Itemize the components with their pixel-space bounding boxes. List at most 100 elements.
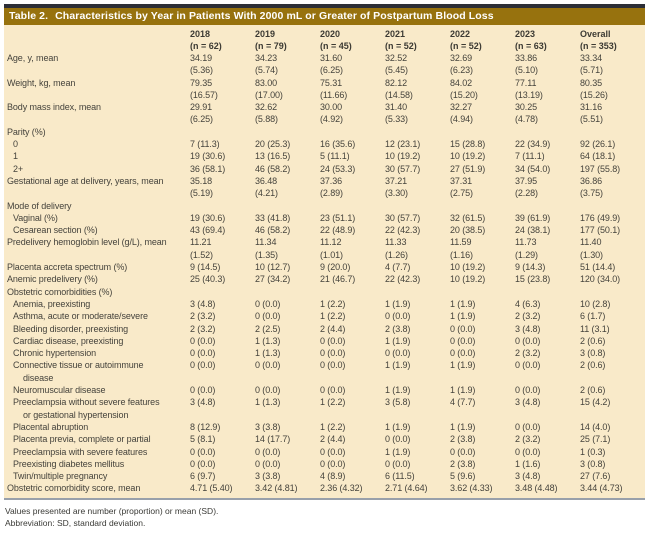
table-cell: 2 (3.8) [450,458,476,469]
table-cell: 6 (11.5) [385,471,415,482]
footnote-values: Values presented are number (proportion)… [5,505,219,516]
cell-line: 11.12 [320,237,342,248]
table-cell: 2 (3.2) [515,311,541,322]
cell-line: 11.21 [190,237,212,248]
table-cell: 3 (0.8) [580,458,606,469]
table-cell: 32 (61.5) [450,212,486,223]
table-cell: 2 (0.6) [580,360,606,371]
cell-line: (1.30) [580,249,603,260]
column-n: (n = 52) [450,40,482,51]
table-cell: 39 (61.9) [515,212,551,223]
column-year: 2019 [255,29,276,39]
cell-line: (1.52) [190,249,213,260]
table-title-bar: Table 2. Characteristics by Year in Patie… [4,8,645,25]
cell-line: 30.00 [320,102,343,113]
table-cell: 80.35 (15.26) [580,77,645,102]
cell-line: 11.40 [580,237,602,248]
cell-line: (15.26) [580,89,608,100]
table-cell: 36.86 (3.75) [580,175,645,200]
table-cell: 11.34 (1.35) [255,236,320,261]
cell-line: 37.21 [385,175,408,186]
column-n: (n = 45) [320,40,352,51]
table-cell: 11.33 (1.26) [385,236,450,261]
table-row: Predelivery hemoglobin level (g/L), mean… [4,236,645,261]
row-label-text: Mode of delivery [7,200,72,211]
table-cell: 2 (3.8) [450,434,476,445]
row-label-text: 1 [13,151,18,162]
row-label-text: Weight, kg, mean [7,77,76,88]
row-label: Obstetric comorbidities (%) [4,286,190,298]
cell-line: 84.02 [450,77,473,88]
cell-line: (13.19) [515,89,543,100]
table-row: Cesarean section (%) 43 (69.4) 46 (58.2) 22… [4,224,645,236]
table-cell: 3 (0.8) [580,348,606,359]
table-cell: 1 (1.9) [450,311,476,322]
row-label: Predelivery hemoglobin level (g/L), mean [4,236,190,261]
cell-line: (1.26) [385,249,408,260]
table-cell: 33.86 (5.10) [515,52,580,77]
row-label: Parity (%) [4,126,190,138]
table-cell: 0 (0.0) [320,446,346,457]
column-year: 2021 [385,29,406,39]
cell-line: 11.59 [450,237,472,248]
table-cell: 3 (4.8) [515,471,541,482]
header-row: 2018 (n = 62) 2019 (n = 79) 2020 (n = 45) 2021… [4,28,645,52]
row-label: Anemia, preexisting [4,298,190,310]
row-label-text: Obstetric comorbidities (%) [7,286,113,297]
table-cell: 22 (42.3) [385,274,421,285]
cell-line: 82.12 [385,77,408,88]
table-cell: 0 (0.0) [450,335,476,346]
table-cell: 15 (4.2) [580,397,611,408]
table-cell: 2 (0.6) [580,335,606,346]
table-cell: 0 (0.0) [320,458,346,469]
table-cell: 1 (2.2) [320,421,346,432]
cell-line: 11.34 [255,237,277,248]
table-cell: 19 (30.6) [190,151,226,162]
table-cell: 0 (0.0) [190,335,216,346]
row-label: Asthma, acute or moderate/severe [4,310,190,322]
cell-line: (5.10) [515,65,538,76]
table-row: Chronic hypertension 0 (0.0) 1 (1.3) 0 (0.0… [4,347,645,359]
cell-line: 36.86 [580,175,603,186]
cell-line: (3.30) [385,188,408,199]
table-cell: 0 (0.0) [450,446,476,457]
section-row: Mode of delivery [4,200,645,212]
table-cell: 34.23 (5.74) [255,52,320,77]
column-n: (n = 63) [515,40,547,51]
table-cell: 34 (54.0) [515,163,551,174]
table-row: Placental abruption 8 (12.9) 3 (3.8) 1 (2.2… [4,421,645,433]
table-cell: 13 (16.5) [255,151,291,162]
table-cell: 30 (57.7) [385,212,421,223]
row-label: Body mass index, mean [4,101,190,126]
row-label: Bleeding disorder, preexisting [4,323,190,335]
table-cell: 0 (0.0) [385,348,411,359]
row-label: 1 [4,150,190,162]
cell-line: (4.78) [515,114,538,125]
cell-line: (15.20) [450,89,478,100]
column-header: 2021 (n = 52) [385,29,450,52]
table-cell: 2 (0.6) [580,385,606,396]
column-header: 2018 (n = 62) [190,29,255,52]
row-label-text: Gestational age at delivery, years, mean [7,175,164,186]
footnotes: Values presented are number (proportion)… [4,499,645,530]
column-year: 2023 [515,29,536,39]
table-cell: 27 (7.6) [580,471,611,482]
row-label-text: 0 [13,139,18,150]
table-cell: 0 (0.0) [255,385,281,396]
table-cell: 9 (14.3) [515,262,546,273]
column-header: 2019 (n = 79) [255,29,320,52]
cell-line: (1.29) [515,249,538,260]
table-cell: 11 (3.1) [580,323,610,334]
table-cell: 27 (51.9) [450,163,486,174]
cell-line: 35.18 [190,175,213,186]
table-cell: 0 (0.0) [320,360,346,371]
footnote-abbreviation: Abbreviation: SD, standard deviation. [5,518,146,529]
row-label: Placenta previa, complete or partial [4,433,190,445]
table-cell: 33 (41.8) [255,212,291,223]
table-cell: 0 (0.0) [385,458,411,469]
table-cell: 1 (2.2) [320,298,346,309]
table-cell: 36 (58.1) [190,163,226,174]
column-n: (n = 62) [190,40,222,51]
table-cell: 84.02 (15.20) [450,77,515,102]
table-cell: 0 (0.0) [190,385,216,396]
